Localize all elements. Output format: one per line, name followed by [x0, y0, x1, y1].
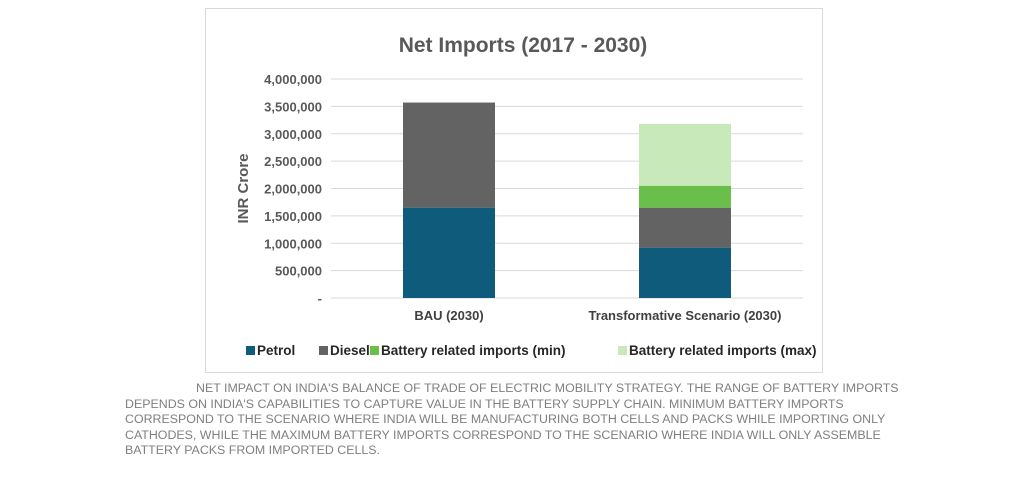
- figure-caption: NET IMPACT ON INDIA'S BALANCE OF TRADE O…: [125, 381, 899, 458]
- y-tick-label: 500,000: [275, 264, 322, 279]
- bar-battery-related-imports-min-2: [639, 185, 731, 208]
- legend-swatch: [618, 346, 627, 355]
- legend-swatch: [370, 346, 379, 355]
- y-tick-label: 2,000,000: [264, 182, 322, 197]
- x-tick-label: BAU (2030): [414, 308, 483, 323]
- chart-frame: Net Imports (2017 - 2030) INR Crore - 500,0…: [205, 8, 823, 373]
- bar-battery-related-imports-max-2: [639, 123, 731, 186]
- x-tick-label: Transformative Scenario (2030): [589, 308, 782, 323]
- y-tick-label: 1,500,000: [264, 209, 322, 224]
- legend-label: Battery related imports (max): [629, 343, 817, 358]
- bar-diesel-2: [639, 207, 731, 248]
- bar-petrol-1: [403, 207, 495, 298]
- legend-label: Battery related imports (min): [381, 343, 566, 358]
- y-tick-label: 1,000,000: [264, 236, 322, 251]
- y-tick-label: 3,000,000: [264, 127, 322, 142]
- y-tick-label: 3,500,000: [264, 99, 322, 114]
- y-tick-label: -: [318, 291, 322, 306]
- y-tick-label: 2,500,000: [264, 154, 322, 169]
- bar-petrol-2: [639, 247, 731, 298]
- legend-swatch: [319, 346, 328, 355]
- chart-title: Net Imports (2017 - 2030): [399, 34, 648, 57]
- y-axis-label: INR Crore: [235, 153, 252, 223]
- y-tick-label: 4,000,000: [264, 72, 322, 87]
- legend-swatch: [246, 346, 255, 355]
- legend-label: Diesel: [330, 343, 370, 358]
- bar-diesel-1: [403, 102, 495, 208]
- legend-label: Petrol: [257, 343, 295, 358]
- chart-svg: Net Imports (2017 - 2030) INR Crore - 500,0…: [235, 34, 817, 358]
